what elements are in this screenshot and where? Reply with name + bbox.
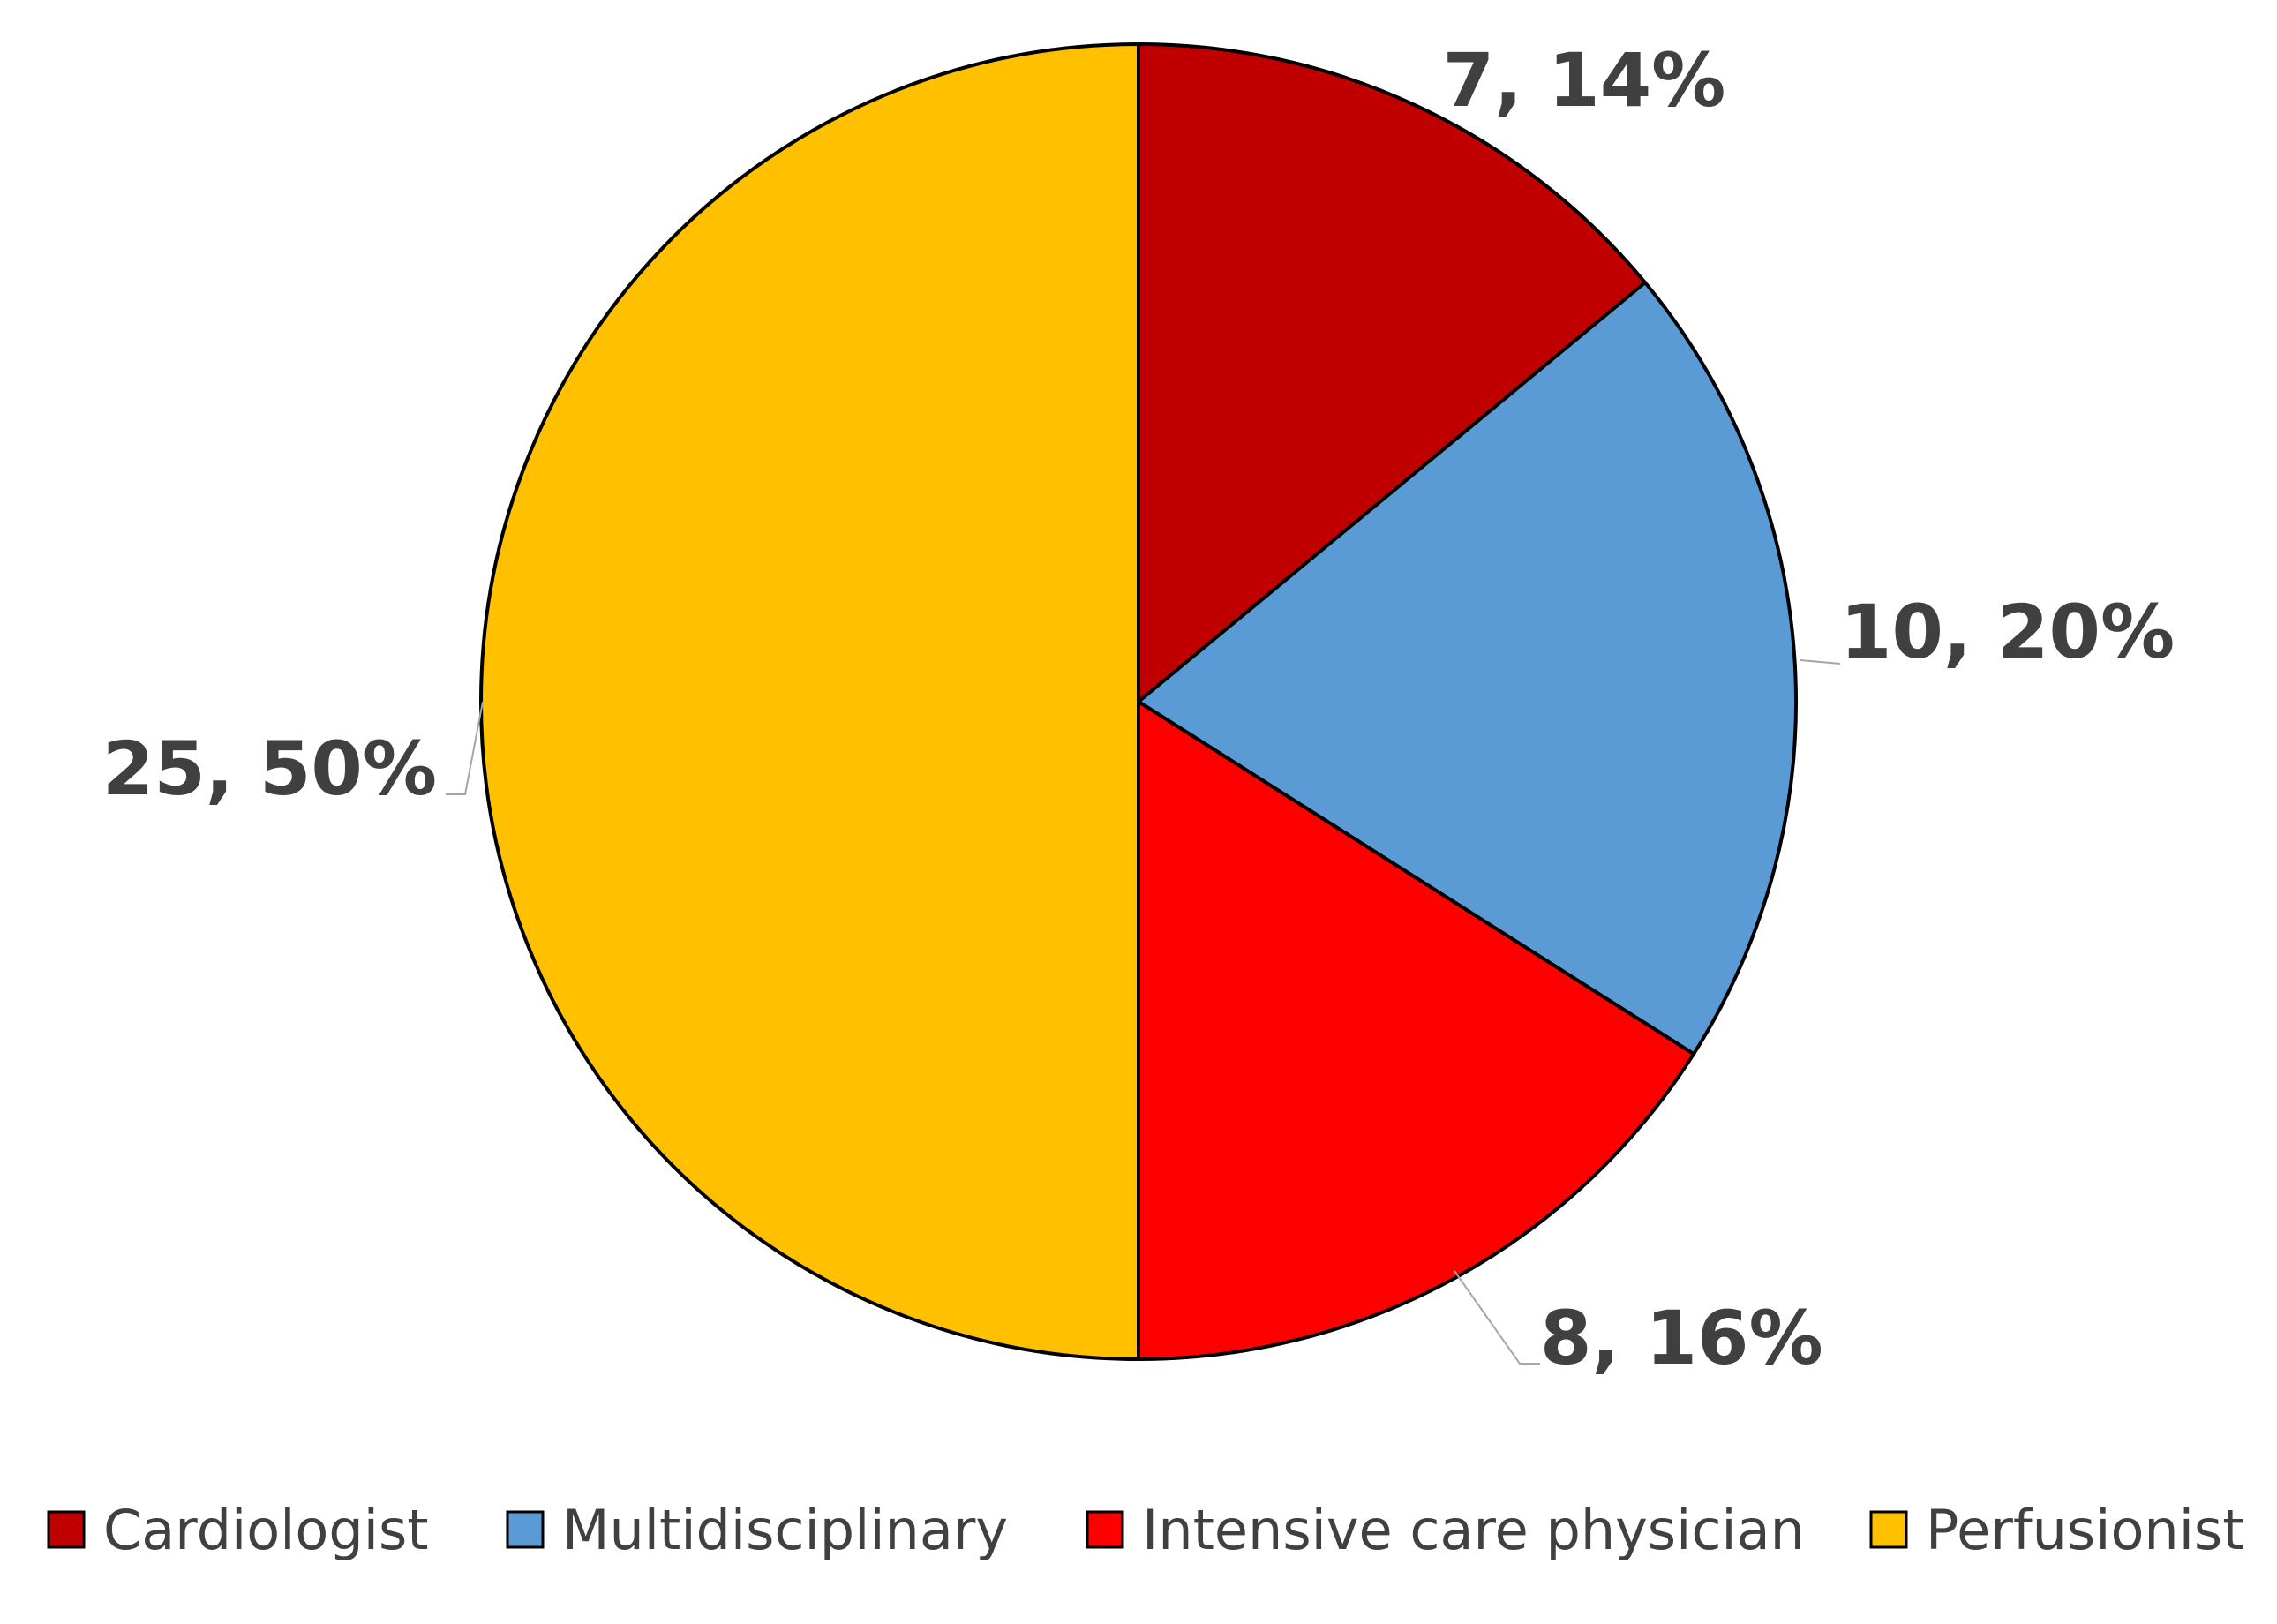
legend-label: Cardiologist <box>103 1498 429 1562</box>
legend: Cardiologist Multidisciplinary Intensive c… <box>47 1498 2244 1562</box>
leader-line <box>446 701 484 795</box>
data-label: 7, 14% <box>1443 37 1726 124</box>
data-label: 8, 16% <box>1540 1295 1823 1381</box>
legend-swatch <box>1086 1510 1124 1549</box>
data-label: 25, 50% <box>102 726 437 812</box>
pie-slices <box>479 42 1798 1361</box>
legend-label: Perfusionist <box>1926 1498 2244 1562</box>
leader-lines <box>446 659 1841 1365</box>
data-labels: 7, 14% 10, 20% 8, 16% 25, 50% <box>102 37 2175 1381</box>
pie-slice-cardiologist <box>1137 42 1648 703</box>
legend-label: Multidisciplinary <box>562 1498 1008 1562</box>
legend-swatch <box>47 1510 86 1549</box>
pie-slice-perfusionist <box>479 42 1140 1361</box>
pie-slice-intensive-care-physician <box>1137 700 1696 1361</box>
data-label: 10, 20% <box>1840 589 2175 675</box>
legend-swatch <box>1869 1510 1908 1549</box>
legend-swatch <box>506 1510 545 1549</box>
pie-slice-multidisciplinary <box>1137 281 1798 1056</box>
legend-label: Intensive care physician <box>1142 1498 1805 1562</box>
leader-line <box>1800 659 1841 665</box>
leader-line <box>1454 1270 1540 1365</box>
